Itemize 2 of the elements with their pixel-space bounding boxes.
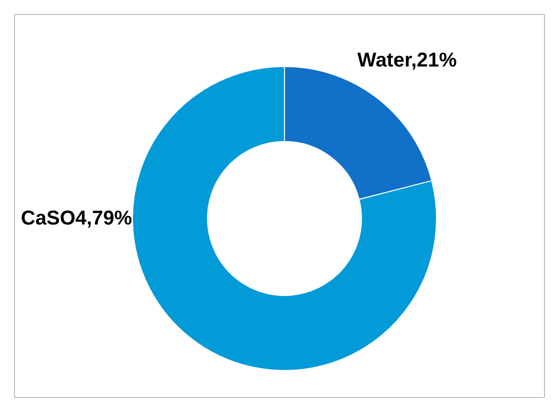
slice-label: Water,21% <box>357 49 457 72</box>
slice-label: CaSO4,79% <box>20 208 132 230</box>
